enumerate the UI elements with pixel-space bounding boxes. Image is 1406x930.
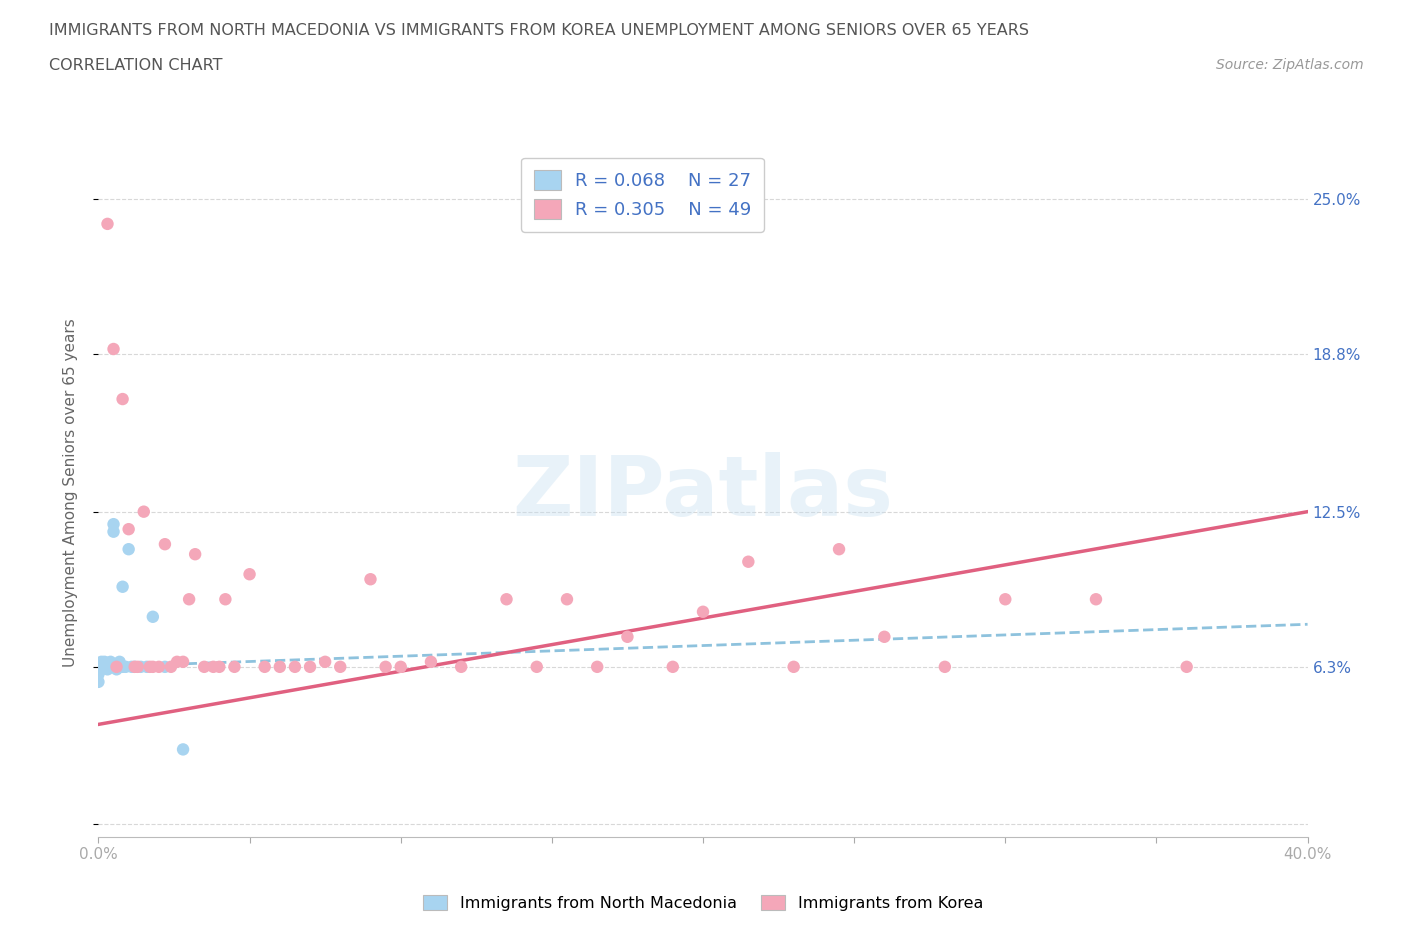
Point — [153, 659, 176, 674]
Point — [153, 537, 176, 551]
Point — [179, 591, 201, 606]
Point — [96, 662, 118, 677]
Point — [129, 659, 152, 674]
Point — [193, 659, 215, 674]
Point — [135, 659, 157, 674]
Point — [124, 659, 146, 674]
Text: CORRELATION CHART: CORRELATION CHART — [49, 58, 222, 73]
Point — [105, 662, 128, 677]
Legend: Immigrants from North Macedonia, Immigrants from Korea: Immigrants from North Macedonia, Immigra… — [416, 889, 990, 917]
Point — [160, 659, 183, 674]
Point — [284, 659, 307, 674]
Point — [208, 659, 231, 674]
Text: ZIPatlas: ZIPatlas — [513, 452, 893, 534]
Point — [224, 659, 246, 674]
Legend: R = 0.068    N = 27, R = 0.305    N = 49: R = 0.068 N = 27, R = 0.305 N = 49 — [522, 158, 763, 232]
Point — [87, 659, 110, 674]
Point — [239, 566, 262, 581]
Point — [121, 659, 143, 674]
Point — [526, 659, 548, 674]
Point — [90, 655, 112, 670]
Point — [111, 392, 134, 406]
Point — [105, 659, 128, 674]
Point — [329, 659, 352, 674]
Point — [934, 659, 956, 674]
Point — [586, 659, 609, 674]
Point — [96, 659, 118, 674]
Point — [495, 591, 517, 606]
Point — [172, 655, 194, 670]
Point — [111, 579, 134, 594]
Point — [873, 630, 896, 644]
Point — [994, 591, 1017, 606]
Point — [127, 659, 149, 674]
Point — [783, 659, 806, 674]
Point — [93, 659, 115, 674]
Point — [360, 572, 382, 587]
Point — [100, 659, 122, 674]
Point — [692, 604, 714, 619]
Text: Source: ZipAtlas.com: Source: ZipAtlas.com — [1216, 58, 1364, 72]
Point — [111, 659, 134, 674]
Point — [374, 659, 396, 674]
Point — [103, 525, 125, 539]
Point — [662, 659, 685, 674]
Point — [100, 655, 122, 670]
Point — [1175, 659, 1198, 674]
Point — [314, 655, 336, 670]
Point — [737, 554, 759, 569]
Point — [114, 659, 136, 674]
Point — [299, 659, 322, 674]
Point — [389, 659, 412, 674]
Point — [93, 655, 115, 670]
Point — [172, 742, 194, 757]
Point — [90, 662, 112, 677]
Point — [202, 659, 225, 674]
Point — [214, 591, 236, 606]
Point — [118, 522, 141, 537]
Point — [828, 542, 851, 557]
Point — [1085, 591, 1108, 606]
Point — [555, 591, 578, 606]
Point — [124, 659, 146, 674]
Text: IMMIGRANTS FROM NORTH MACEDONIA VS IMMIGRANTS FROM KOREA UNEMPLOYMENT AMONG SENI: IMMIGRANTS FROM NORTH MACEDONIA VS IMMIG… — [49, 23, 1029, 38]
Point — [148, 659, 170, 674]
Point — [96, 217, 118, 232]
Point — [450, 659, 472, 674]
Point — [616, 630, 638, 644]
Point — [253, 659, 276, 674]
Point — [108, 655, 131, 670]
Point — [87, 667, 110, 682]
Point — [132, 504, 155, 519]
Point — [103, 341, 125, 356]
Point — [139, 659, 162, 674]
Point — [142, 609, 165, 624]
Point — [105, 659, 128, 674]
Point — [118, 542, 141, 557]
Point — [166, 655, 188, 670]
Point — [87, 674, 110, 689]
Y-axis label: Unemployment Among Seniors over 65 years: Unemployment Among Seniors over 65 years — [63, 319, 77, 668]
Point — [269, 659, 291, 674]
Point — [420, 655, 443, 670]
Point — [142, 659, 165, 674]
Point — [184, 547, 207, 562]
Point — [103, 517, 125, 532]
